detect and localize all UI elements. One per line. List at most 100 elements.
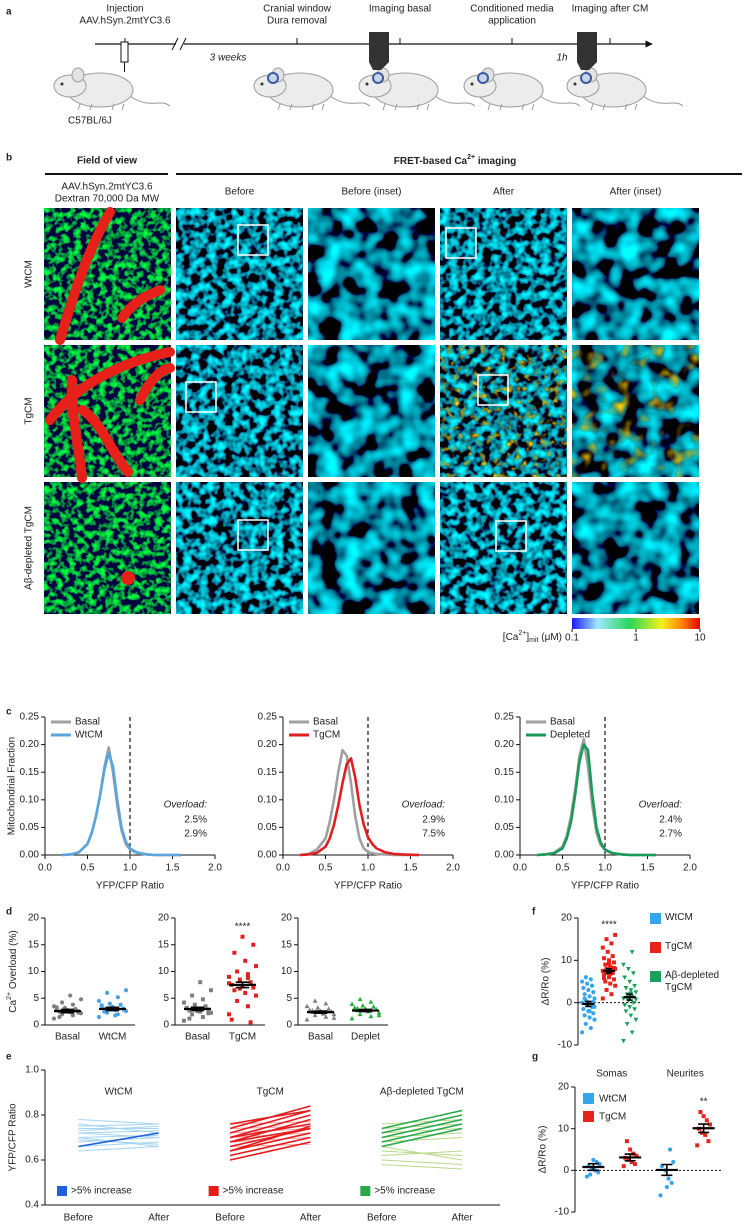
data-point — [581, 985, 586, 990]
data-point — [600, 996, 605, 1001]
data-point — [591, 1011, 596, 1016]
y-tick-label: 20 — [561, 913, 573, 924]
x-tick-label: 1.5 — [166, 863, 180, 874]
legend-label-box: Aβ-depleted TgCM — [665, 970, 720, 993]
y-tick-label: 20 — [28, 913, 40, 924]
data-point — [609, 992, 614, 997]
legend-swatch — [650, 942, 661, 953]
error-bar — [235, 981, 250, 989]
data-point — [604, 937, 609, 942]
y-tick-label: 0.25 — [258, 712, 278, 723]
panel-label: c — [6, 707, 12, 718]
data-point — [187, 1016, 192, 1021]
y-tick-label: 0 — [566, 997, 572, 1008]
panel-label: g — [532, 1052, 538, 1063]
series-line — [536, 743, 656, 857]
panel-label: f — [532, 907, 536, 918]
y-tick-label: 10 — [558, 1123, 570, 1134]
data-point — [588, 977, 593, 982]
paired-line — [381, 1114, 463, 1134]
paired-line — [229, 1109, 311, 1134]
data-point — [304, 1017, 310, 1022]
inset-box — [445, 227, 477, 259]
data-point — [206, 1011, 211, 1016]
data-point — [371, 1004, 376, 1009]
significance: **** — [235, 921, 251, 932]
text-part: (μM) — [538, 632, 562, 643]
blood-vessel — [121, 571, 135, 585]
data-point — [701, 1114, 706, 1119]
data-point — [304, 1003, 310, 1009]
group-label: Neurites — [667, 1069, 704, 1080]
text-part: 2+ — [467, 154, 475, 161]
data-point — [610, 954, 615, 959]
paired-line — [381, 1150, 463, 1157]
data-point — [331, 1011, 337, 1017]
data-point — [608, 964, 613, 969]
y-tick-label: 0.15 — [495, 767, 515, 778]
data-point — [613, 932, 618, 937]
micrograph — [176, 208, 303, 340]
blood-vessel — [45, 347, 175, 425]
data-point — [706, 1139, 711, 1144]
legend-label: Basal — [75, 717, 100, 728]
legend-label: Depleted — [550, 730, 590, 741]
step-label: AAV.hSyn.2mtYC3.6 — [79, 16, 171, 27]
data-point — [592, 996, 597, 1001]
legend-label: >5% increase — [374, 1186, 435, 1197]
data-point — [621, 962, 626, 968]
paired-line — [381, 1132, 463, 1139]
data-point — [96, 998, 102, 1004]
x-tick-label: 1.0 — [361, 863, 375, 874]
mouse-leg — [521, 103, 525, 111]
legend-label: Basal — [550, 717, 575, 728]
data-point — [187, 1008, 192, 1013]
data-point — [628, 1013, 634, 1018]
row-label: WtCM — [24, 260, 35, 288]
mouse-leg — [121, 103, 125, 111]
data-point — [248, 1020, 253, 1025]
x-tick-label: Before — [367, 1213, 397, 1224]
legend-label: WtCM — [665, 912, 693, 923]
data-point — [240, 934, 245, 939]
data-point — [115, 995, 120, 1000]
data-point — [68, 993, 73, 998]
mouse-leg — [531, 103, 535, 111]
legend-swatch — [650, 971, 661, 982]
data-point — [368, 999, 374, 1004]
data-point — [695, 1143, 700, 1148]
data-point — [182, 1018, 186, 1023]
blood-vessel — [135, 363, 175, 405]
data-point — [627, 979, 633, 985]
data-point — [600, 945, 605, 950]
data-point — [634, 1153, 639, 1158]
data-point — [182, 1000, 186, 1005]
data-point — [203, 1004, 208, 1009]
data-point — [323, 1014, 329, 1019]
paired-line — [381, 1109, 463, 1130]
interval-label: 1h — [556, 53, 568, 64]
y-tick-label: 0.15 — [20, 767, 40, 778]
data-point — [667, 1147, 673, 1152]
mouse-drawing — [358, 32, 476, 111]
data-point — [581, 1006, 586, 1012]
legend-label: Aβ-depleted TgCM — [665, 970, 720, 993]
data-point — [200, 997, 205, 1002]
paired-line — [78, 1123, 159, 1127]
data-point — [605, 949, 610, 954]
micrograph — [44, 345, 171, 477]
annotation-label: 2.9% — [184, 829, 207, 840]
data-point — [611, 960, 616, 965]
data-point — [609, 941, 614, 946]
mouse-leg — [382, 103, 386, 111]
data-point — [251, 985, 256, 990]
mouse-ear — [71, 67, 85, 83]
data-point — [376, 1010, 382, 1015]
data-point — [229, 1017, 234, 1022]
data-point — [629, 1030, 635, 1035]
series-line — [536, 737, 656, 857]
data-point — [698, 1110, 703, 1114]
paired-line — [78, 1130, 159, 1134]
data-point — [607, 958, 611, 963]
